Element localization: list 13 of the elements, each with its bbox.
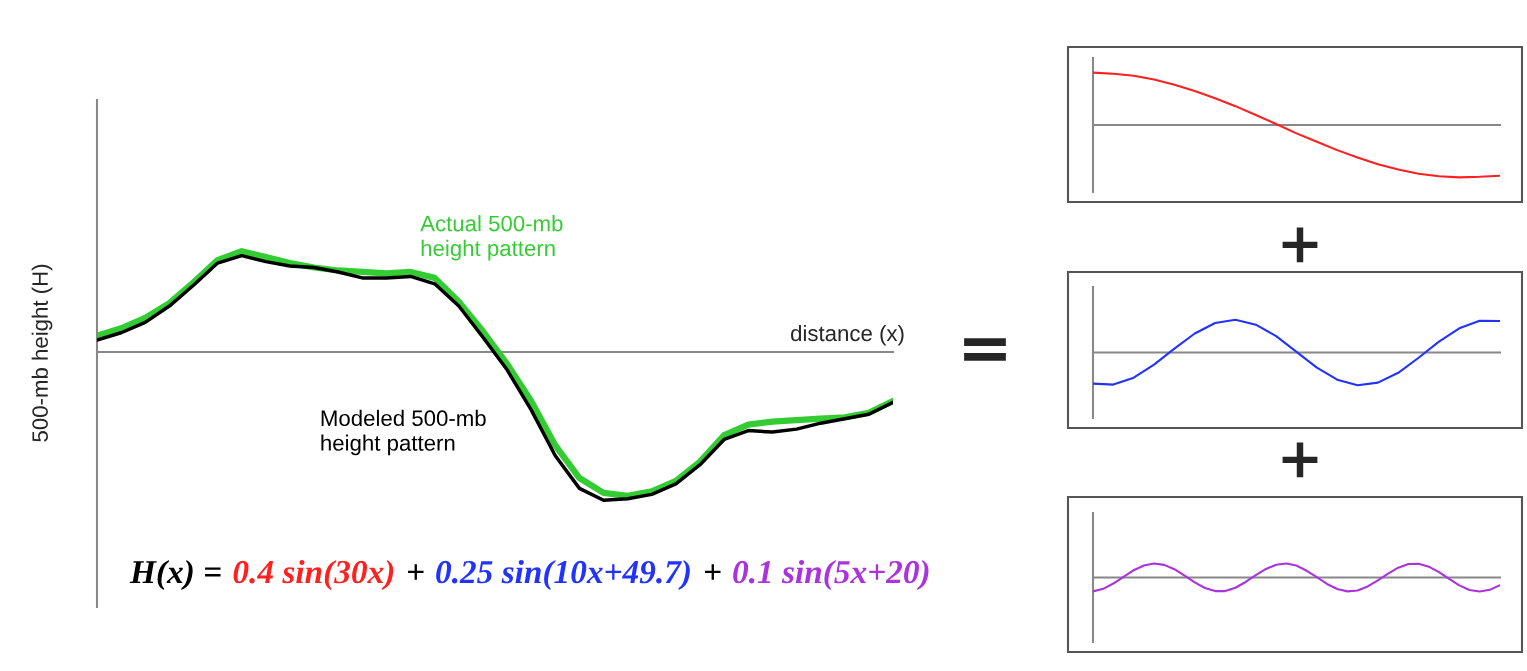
text: = [964,338,1006,361]
text: 0.4 sin(30x) [233,559,394,591]
x-axis-title: distance (x) [791,324,904,346]
series-label: Modeled 500-mb height pattern [321,409,486,456]
y-axis-title: 500-mb height (H) [31,264,53,442]
text: + [1282,227,1318,263]
text: + [705,564,721,580]
text: 0.25 sin(10x+49.7) [436,559,690,591]
text: H(x) = [129,559,221,591]
text: 0.1 sin(5x+20) [733,559,929,591]
series-label: Actual 500-mb height pattern [420,215,563,261]
text: + [408,564,424,580]
text: + [1282,442,1318,478]
